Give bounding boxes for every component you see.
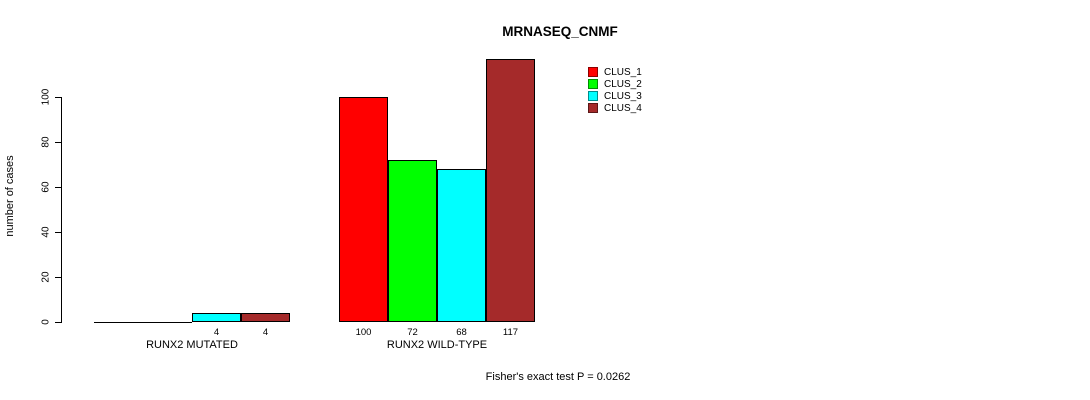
bar-CLUS_1 xyxy=(339,97,388,322)
bar-CLUS_3 xyxy=(192,313,241,322)
y-tick xyxy=(55,187,61,188)
y-tick xyxy=(55,232,61,233)
legend-item: CLUS_4 xyxy=(588,102,642,114)
legend-label: CLUS_4 xyxy=(604,102,642,114)
bar-CLUS_2 xyxy=(143,322,192,323)
legend-item: CLUS_2 xyxy=(588,78,642,90)
y-tick xyxy=(55,142,61,143)
bar-value-label: 100 xyxy=(355,327,372,338)
legend-item: CLUS_3 xyxy=(588,90,642,102)
y-axis-label: number of cases xyxy=(4,155,16,237)
y-tick-label: 60 xyxy=(40,181,52,193)
y-tick xyxy=(55,322,61,323)
y-tick-label: 100 xyxy=(40,88,52,106)
legend-item: CLUS_1 xyxy=(588,66,642,78)
bar-value-label: 4 xyxy=(262,327,269,338)
y-tick xyxy=(55,97,61,98)
bar-CLUS_2 xyxy=(388,160,437,322)
y-tick-label: 20 xyxy=(40,271,52,283)
chart-title: MRNASEQ_CNMF xyxy=(502,24,618,39)
bar-value-label: 68 xyxy=(456,327,467,338)
y-tick-label: 80 xyxy=(40,136,52,148)
bar-CLUS_4 xyxy=(241,313,290,322)
legend-label: CLUS_3 xyxy=(604,90,642,102)
legend-swatch-icon xyxy=(588,91,598,101)
bar-CLUS_3 xyxy=(437,169,486,322)
y-tick-label: 40 xyxy=(40,226,52,238)
legend-label: CLUS_1 xyxy=(604,66,642,78)
group-label: RUNX2 MUTATED xyxy=(146,339,238,351)
bar-value-label: 4 xyxy=(213,327,220,338)
group-label: RUNX2 WILD-TYPE xyxy=(386,339,488,351)
legend-swatch-icon xyxy=(588,79,598,89)
bar-CLUS_1 xyxy=(94,322,143,323)
y-tick-label: 0 xyxy=(40,319,52,325)
bar-CLUS_4 xyxy=(486,59,535,322)
legend-swatch-icon xyxy=(588,67,598,77)
bar-value-label: 117 xyxy=(502,327,519,338)
legend-swatch-icon xyxy=(588,103,598,113)
y-tick xyxy=(55,277,61,278)
y-axis-line xyxy=(61,97,62,323)
footnote: Fisher's exact test P = 0.0262 xyxy=(485,371,631,383)
bar-value-label: 72 xyxy=(407,327,418,338)
legend-label: CLUS_2 xyxy=(604,78,642,90)
